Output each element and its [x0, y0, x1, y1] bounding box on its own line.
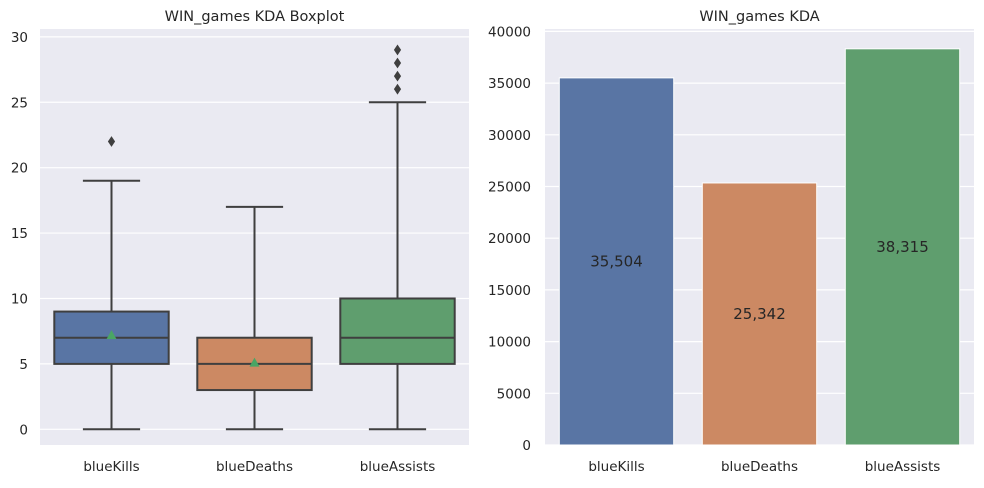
- bar-chart-y-tick-label: 40000: [488, 24, 531, 40]
- bar-data-label: 38,315: [876, 238, 929, 256]
- bar-chart-y-tick-label: 20000: [488, 231, 531, 247]
- box-outlier-point: [107, 136, 116, 147]
- boxplot-y-tick-label: 25: [11, 95, 28, 111]
- bar-blueAssists: [844, 48, 961, 446]
- bar-chart-y-tick-label: 5000: [497, 386, 531, 402]
- bar-data-label: 35,504: [590, 252, 643, 270]
- boxplot-y-tick-label: 5: [19, 357, 28, 373]
- bar-chart-y-tick-labels: 0 5000 10000 15000 20000 25000 30000 35000 40000: [488, 24, 531, 454]
- boxplot-x-tick-label: blueDeaths: [216, 459, 293, 475]
- boxplot-y-tick-labels: 0 5 10 15 20 25 30: [11, 30, 28, 438]
- boxplot-x-tick-labels: blueKills blueDeaths blueAssists: [83, 459, 435, 475]
- boxplot-panel: 0 5 10 15 20 25 30 blueKills blueDeaths blueAssi…: [11, 9, 469, 475]
- box-outlier-point: [393, 57, 402, 69]
- bar-data-label: 25,342: [733, 305, 786, 323]
- bar-chart-y-tick-label: 15000: [488, 283, 531, 299]
- boxplot-y-tick-label: 20: [11, 161, 28, 177]
- box-mean-marker: [106, 330, 117, 340]
- bar-chart-y-tick-label: 25000: [488, 179, 531, 195]
- box-blueAssists: [339, 44, 456, 431]
- bar-chart-x-tick-label: blueDeaths: [721, 459, 798, 475]
- bar-blueKills: [558, 77, 675, 446]
- boxplot-x-tick-label: blueKills: [83, 459, 139, 475]
- box-mean-marker: [249, 357, 260, 367]
- box-outlier-point: [393, 44, 402, 56]
- bar-blueDeaths: [701, 182, 818, 446]
- bar-chart-title: WIN_games KDA: [699, 9, 819, 25]
- box-outlier-point: [393, 83, 402, 95]
- boxplot-y-tick-label: 30: [11, 30, 28, 46]
- bar-chart-x-tick-labels: blueKills blueDeaths blueAssists: [588, 459, 940, 475]
- bar-chart-x-tick-label: blueKills: [588, 459, 644, 475]
- boxplot-title: WIN_games KDA Boxplot: [165, 9, 345, 25]
- boxplot-x-tick-label: blueAssists: [360, 459, 436, 475]
- box-outlier-point: [393, 70, 402, 82]
- bar-chart-x-tick-label: blueAssists: [865, 459, 941, 475]
- bar-chart-panel: 0 5000 10000 15000 20000 25000 30000 35000 40000…: [488, 9, 974, 475]
- box-iqr: [339, 297, 456, 365]
- bar-chart-y-tick-label: 30000: [488, 128, 531, 144]
- boxplot-y-tick-label: 10: [11, 291, 28, 307]
- boxplot-boxes: [53, 44, 456, 431]
- boxplot-y-tick-label: 15: [11, 226, 28, 242]
- bar-chart-y-tick-label: 0: [522, 438, 531, 454]
- boxplot-y-tick-label: 0: [19, 422, 28, 438]
- bar-chart-data-labels: 35,504 25,342 38,315: [590, 238, 929, 323]
- bar-chart-y-tick-label: 35000: [488, 76, 531, 92]
- box-blueKills: [53, 136, 170, 431]
- bar-chart-bars: [558, 48, 961, 446]
- box-blueDeaths: [196, 205, 313, 431]
- bar-chart-y-tick-label: 10000: [488, 335, 531, 351]
